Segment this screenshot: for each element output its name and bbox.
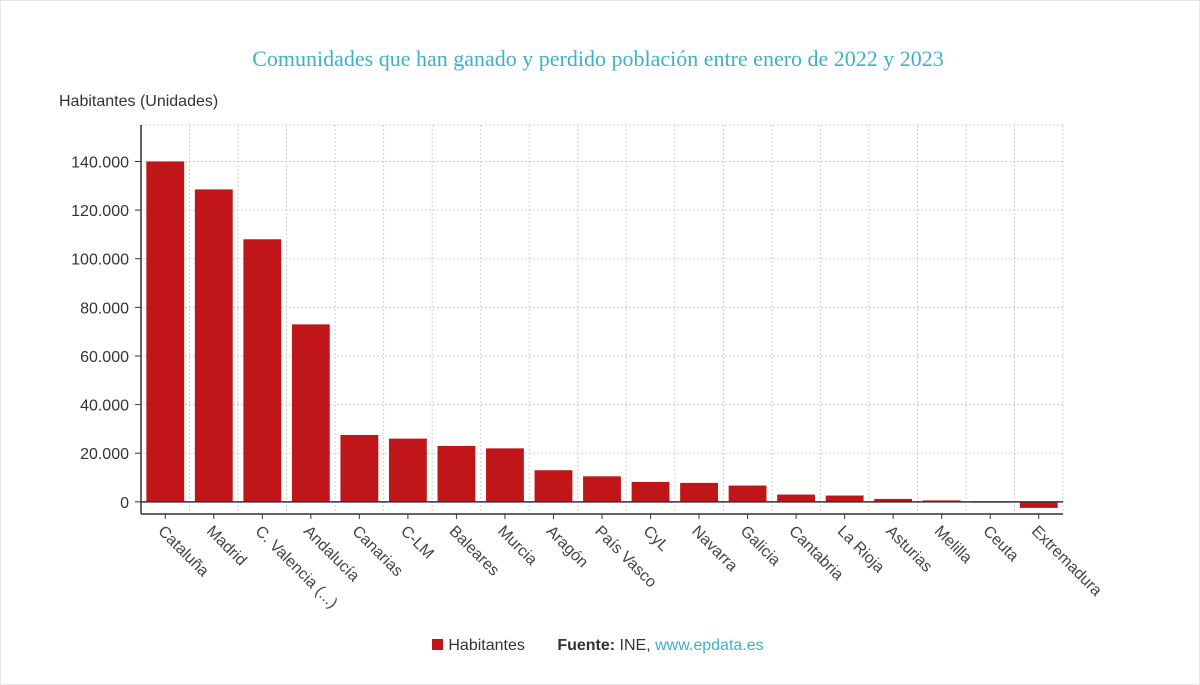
bar-3 (291, 324, 330, 502)
y-tick-label: 60.000 (80, 349, 129, 366)
source-link[interactable]: www.epdata.es (655, 637, 764, 654)
bar-6 (437, 445, 476, 502)
x-tick-label: Navarra (688, 523, 740, 575)
bar-1 (194, 189, 233, 502)
bar-11 (680, 482, 718, 502)
bar-10 (631, 481, 670, 502)
bar-7 (486, 448, 524, 502)
x-tick-label: C. Valencia (...) (251, 523, 340, 612)
x-tick-label: Galicia (737, 523, 784, 570)
bar-layer (146, 161, 1058, 508)
bar-12 (728, 485, 767, 502)
bar-15 (874, 498, 913, 502)
bar-0 (146, 161, 185, 502)
x-tick-label: Murcia (494, 523, 540, 569)
legend: Habitantes Fuente: INE, www.epdata.es (0, 637, 1196, 655)
legend-swatch-habitantes (432, 639, 444, 650)
bar-2 (243, 239, 282, 502)
bar-4 (340, 434, 379, 502)
x-tick-label: C-LM (397, 523, 437, 563)
chart-title: Comunidades que han ganado y perdido pob… (252, 46, 944, 71)
y-tick-label: 20.000 (80, 446, 129, 463)
x-tick-label: Baleares (446, 523, 503, 580)
source-key: Fuente: (557, 637, 616, 654)
x-tick-label: CyL (640, 523, 672, 555)
x-tick-label: Cataluña (154, 523, 211, 580)
x-tick-label: Madrid (203, 523, 250, 570)
bar-13 (777, 494, 816, 502)
bar-18 (1019, 501, 1058, 508)
axis-layer (135, 125, 1063, 519)
y-tick-label: 40.000 (80, 398, 129, 415)
legend-series-label: Habitantes (448, 637, 525, 654)
bar-14 (825, 495, 864, 502)
bar-5 (388, 438, 427, 502)
x-tick-label: Melilla (931, 523, 975, 567)
y-tick-label: 120.000 (71, 203, 129, 220)
x-tick-label: Asturias (882, 523, 935, 576)
x-tick-label: Extremadura (1028, 523, 1105, 600)
y-axis-unit-label: Habitantes (Unidades) (59, 93, 219, 110)
bar-8 (534, 470, 573, 502)
y-tick-label: 0 (120, 495, 129, 512)
y-tick-label: 140.000 (71, 154, 129, 171)
bar-9 (583, 476, 621, 502)
y-tick-label: 80.000 (80, 300, 129, 317)
y-tick-label: 100.000 (71, 252, 129, 269)
source-org: INE, (619, 637, 651, 654)
x-tick-label: Aragón (543, 523, 592, 572)
x-tick-label: Ceuta (979, 523, 1021, 565)
